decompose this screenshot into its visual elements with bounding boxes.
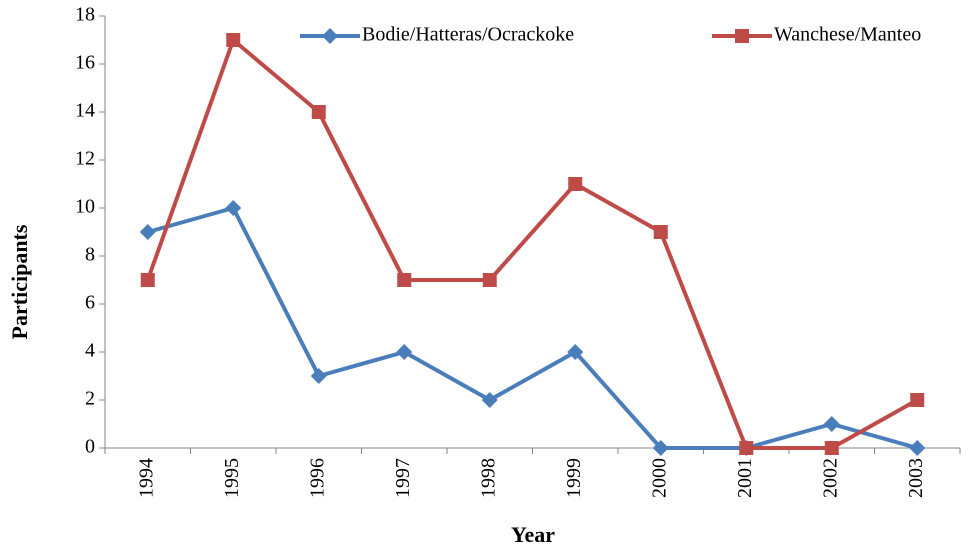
- data-point: [909, 440, 926, 456]
- series-line: [145, 38, 919, 450]
- data-point: [568, 177, 583, 191]
- x-tick-label: 1997: [392, 458, 414, 498]
- y-tick-label: 4: [85, 340, 95, 362]
- x-tick-label: 2001: [734, 458, 756, 498]
- legend-marker: [735, 29, 749, 43]
- data-point: [653, 225, 668, 239]
- data-point: [139, 224, 156, 240]
- y-tick-label: 2: [85, 388, 95, 410]
- x-tick-label: 1999: [563, 458, 585, 498]
- y-tick-label: 12: [75, 148, 95, 170]
- x-tick-label: 1996: [306, 458, 328, 498]
- data-point: [567, 344, 584, 360]
- data-point: [225, 200, 242, 216]
- data-point: [311, 105, 326, 119]
- data-point: [824, 441, 839, 455]
- data-point: [823, 416, 840, 432]
- data-point: [310, 368, 327, 384]
- y-tick-label: 18: [75, 4, 95, 26]
- data-point: [910, 393, 925, 407]
- y-tick-label: 10: [75, 196, 95, 218]
- x-tick-label: 1998: [477, 458, 499, 498]
- legend-marker: [322, 28, 338, 44]
- y-axis-title: Participants: [7, 224, 32, 339]
- data-point: [739, 441, 754, 455]
- x-tick-label: 2003: [905, 458, 927, 498]
- data-point: [482, 273, 497, 287]
- x-tick-label: 1994: [135, 458, 157, 498]
- legend-label: Wanchese/Manteo: [774, 24, 921, 46]
- x-tick-label: 1995: [221, 458, 243, 498]
- y-tick-label: 16: [75, 52, 95, 74]
- data-point: [140, 273, 155, 287]
- data-point: [481, 392, 498, 408]
- data-point: [226, 33, 241, 47]
- y-tick-label: 6: [85, 292, 95, 314]
- data-point: [397, 273, 412, 287]
- x-tick-label: 2002: [819, 458, 841, 498]
- x-tick-label: 2000: [648, 458, 670, 498]
- y-tick-label: 14: [75, 100, 95, 122]
- data-point: [652, 440, 669, 456]
- series-line: [147, 206, 918, 450]
- y-tick-label: 0: [85, 436, 95, 458]
- legend-label: Bodie/Hatteras/Ocrackoke: [362, 24, 574, 46]
- y-tick-label: 8: [85, 244, 95, 266]
- x-axis-title: Year: [511, 522, 555, 547]
- data-point: [396, 344, 413, 360]
